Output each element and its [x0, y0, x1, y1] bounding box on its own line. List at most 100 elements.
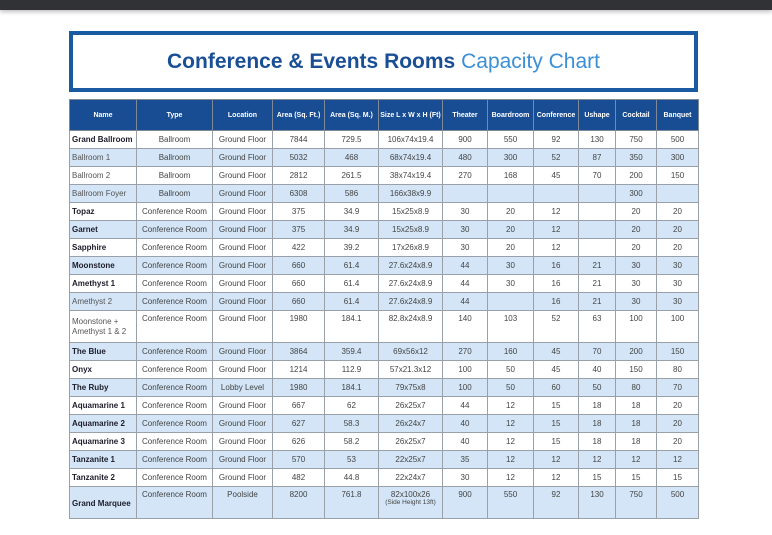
cell-value: Conference Room [142, 490, 207, 499]
cell-name: Aquamarine 1 [69, 396, 137, 415]
cell-size: 106x74x19.4 [378, 130, 443, 149]
cell-value: Ground Floor [218, 171, 267, 180]
cell-value: 359.4 [341, 347, 362, 356]
cell-value: 27.6x24x8.9 [388, 279, 433, 288]
cell-value: 45 [551, 171, 561, 180]
table-row: Aquamarine 1 Conference Room Ground Floor 6… [69, 396, 699, 415]
cell-conference: 12 [533, 220, 579, 239]
cell-value: 52 [551, 153, 561, 162]
cell-size: 22x25x7 [378, 450, 443, 469]
cell-value: 18 [631, 419, 641, 428]
cell-value: 44 [460, 297, 470, 306]
cell-value: 69x56x12 [393, 347, 428, 356]
cell-boardroom: 12 [487, 396, 534, 415]
column-header: Area (Sq. Ft.) [272, 99, 325, 131]
cell-value: 20 [673, 419, 682, 428]
cell-sqm: 729.5 [324, 130, 379, 149]
cell-value: 12 [551, 243, 561, 252]
cell-size: 15x25x8.9 [378, 220, 443, 239]
cell-sqft: 3864 [272, 342, 325, 361]
cell-banquet: 150 [656, 166, 699, 185]
cell-conference: 15 [533, 432, 579, 451]
cell-size: 17x26x8.9 [378, 238, 443, 257]
cell-ushape: 130 [578, 130, 616, 149]
cell-value: 20 [673, 437, 682, 446]
cell-location: Ground Floor [212, 274, 273, 293]
cell-name: Grand Marquee [69, 486, 137, 519]
cell-value: Topaz [72, 207, 95, 216]
cell-value: 1980 [289, 383, 308, 392]
cell-value: 80 [673, 365, 682, 374]
cell-value: 660 [291, 261, 306, 270]
cell-value: 12 [551, 207, 561, 216]
cell-sqm: 184.1 [324, 378, 379, 397]
cell-location: Ground Floor [212, 342, 273, 361]
cell-value: 550 [503, 490, 518, 499]
cell-ushape: 21 [578, 274, 616, 293]
cell-value: The Blue [72, 347, 106, 356]
cell-value: 15 [631, 473, 641, 482]
cell-value: 26x25x7 [395, 401, 426, 410]
cell-type: Conference Room [136, 274, 213, 293]
cell-boardroom [487, 292, 534, 311]
cell-value: 30 [460, 225, 470, 234]
cell-ushape: 70 [578, 166, 616, 185]
cell-conference: 16 [533, 292, 579, 311]
cell-value: 50 [506, 365, 515, 374]
cell-value: 30 [460, 473, 470, 482]
cell-value: Conference Room [142, 347, 207, 356]
cell-ushape: 15 [578, 468, 616, 487]
cell-value: 20 [631, 207, 641, 216]
cell-value: 20 [673, 225, 682, 234]
cell-boardroom: 550 [487, 130, 534, 149]
cell-size: 57x21.3x12 [378, 360, 443, 379]
cell-value: 40 [592, 365, 602, 374]
cell-conference: 52 [533, 148, 579, 167]
cell-value: 22x24x7 [395, 473, 426, 482]
cell-value: 16 [551, 279, 561, 288]
window-top-bar [0, 0, 772, 10]
cell-size: 26x25x7 [378, 432, 443, 451]
cell-value: 12 [551, 225, 561, 234]
cell-boardroom: 12 [487, 414, 534, 433]
cell-theater: 100 [442, 360, 488, 379]
cell-value: 26x25x7 [395, 437, 426, 446]
cell-location: Ground Floor [212, 202, 273, 221]
cell-value: 6308 [289, 189, 308, 198]
cell-ushape: 12 [578, 450, 616, 469]
cell-value: Ballroom [158, 135, 191, 144]
cell-size: 26x25x7 [378, 396, 443, 415]
cell-value: 7844 [289, 135, 308, 144]
cell-boardroom: 30 [487, 256, 534, 275]
cell-location: Ground Floor [212, 256, 273, 275]
cell-conference: 45 [533, 166, 579, 185]
cell-value: 20 [673, 243, 682, 252]
cell-value: 106x74x19.4 [387, 135, 434, 144]
cell-value: 550 [503, 135, 518, 144]
size-note: (Side Height 13ft) [385, 499, 436, 506]
cell-name: Ballroom 2 [69, 166, 137, 185]
cell-value: 30 [631, 297, 641, 306]
cell-location: Ground Floor [212, 238, 273, 257]
cell-value: 80 [631, 383, 641, 392]
cell-sqft: 8200 [272, 486, 325, 519]
cell-type: Conference Room [136, 292, 213, 311]
cell-conference: 12 [533, 238, 579, 257]
cell-conference: 45 [533, 342, 579, 361]
cell-theater: 30 [442, 220, 488, 239]
cell-type: Conference Room [136, 256, 213, 275]
cell-conference: 52 [533, 310, 579, 343]
cell-value: 130 [590, 135, 604, 144]
column-header: Boardroom [487, 99, 534, 131]
cell-value: 45 [551, 365, 561, 374]
cell-banquet: 30 [656, 256, 699, 275]
cell-name: The Blue [69, 342, 137, 361]
cell-name: Ballroom Foyer [69, 184, 137, 203]
cell-theater: 40 [442, 432, 488, 451]
table-row: The Ruby Conference Room Lobby Level 1980 18… [69, 378, 699, 397]
cell-value: 27.6x24x8.9 [388, 297, 433, 306]
cell-value: The Ruby [72, 383, 109, 392]
cell-value: Ground Floor [218, 279, 267, 288]
cell-name: Onyx [69, 360, 137, 379]
cell-cocktail: 12 [615, 450, 657, 469]
